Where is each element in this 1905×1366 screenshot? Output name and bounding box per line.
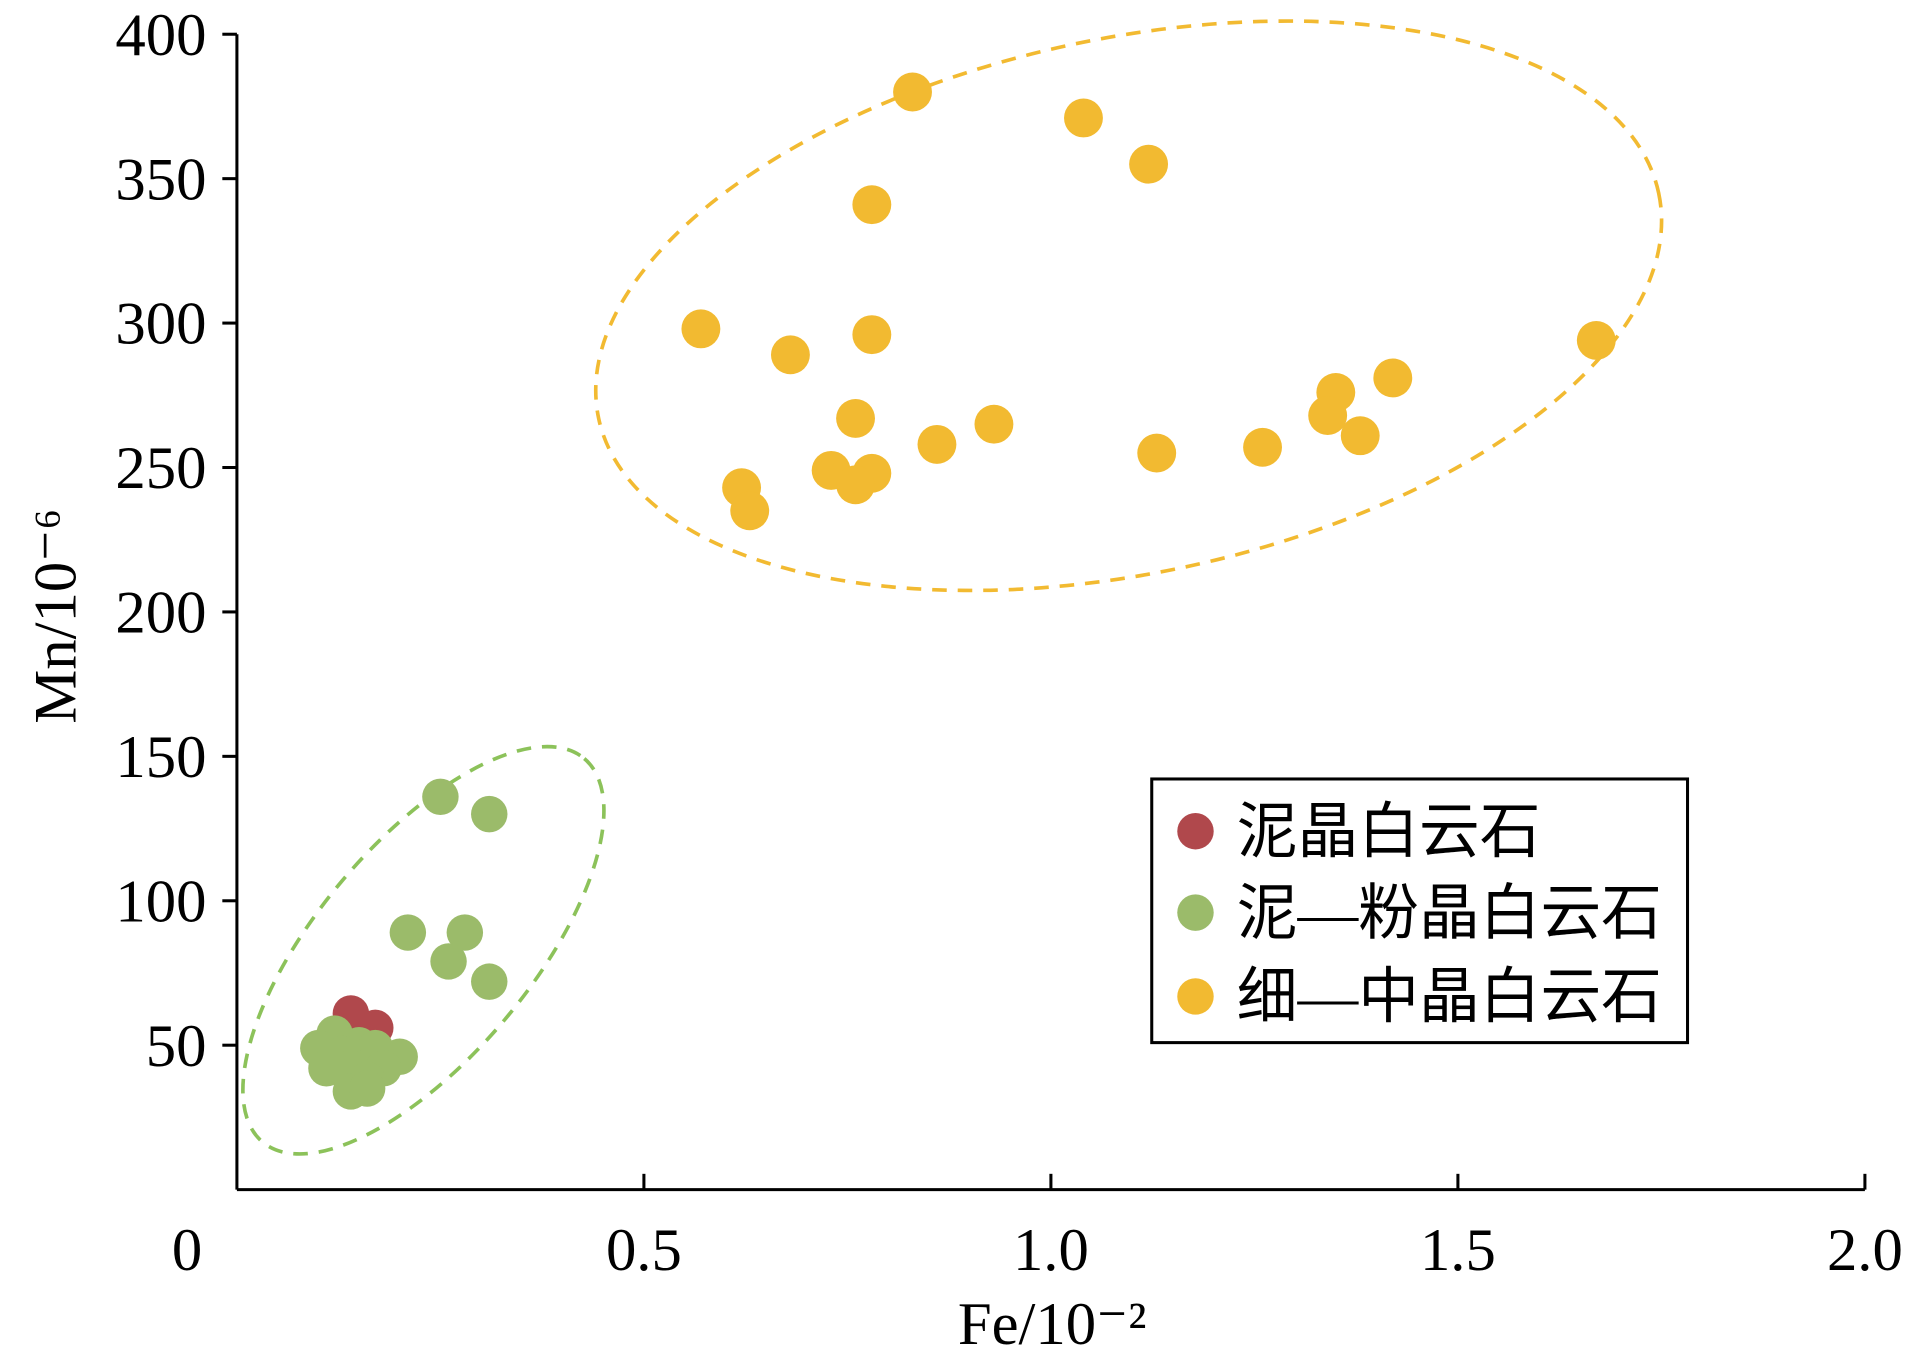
group-outline-micrite-silt-dolomite: [241, 744, 606, 1156]
x-tick-label: 0: [172, 1217, 202, 1284]
scatter-point: [446, 914, 484, 951]
scatter-point: [1576, 320, 1616, 360]
legend-label: 泥晶白云石: [1237, 799, 1541, 866]
y-tick-label: 200: [115, 580, 206, 647]
x-tick-label: 0.5: [606, 1217, 682, 1284]
scatter-point: [836, 465, 875, 505]
axis-ticks: 50 100 150 200 250 300 350 400 0 0.5 1.0 1.5 2.0: [115, 2, 1902, 1284]
scatter-point: [852, 315, 892, 355]
group-outline-fine-medium-dolomite: [593, 19, 1664, 593]
y-tick-label: 250: [115, 435, 206, 502]
x-tick-label: 1.5: [1420, 1217, 1496, 1284]
plot-area: [300, 72, 1616, 1110]
scatter-point: [389, 914, 427, 951]
scatter-point: [681, 309, 721, 349]
scatter-point: [348, 1070, 386, 1107]
legend-marker: [1177, 812, 1214, 850]
x-axis-title: Fe/10⁻²: [958, 1291, 1147, 1358]
scatter-point: [836, 398, 875, 438]
scatter-point: [1129, 144, 1169, 184]
scatter-point: [471, 963, 508, 1000]
x-tick-label: 2.0: [1827, 1217, 1903, 1284]
scatter-point: [471, 795, 508, 833]
y-tick-label: 50: [146, 1013, 207, 1080]
y-axis-title: Mn/10⁻⁶: [22, 509, 89, 724]
legend-label: 泥—粉晶白云石: [1237, 880, 1662, 947]
legend: 泥晶白云石 泥—粉晶白云石 细—中晶白云石: [1150, 777, 1690, 1045]
scatter-point: [430, 943, 467, 980]
scatter-point: [917, 424, 957, 464]
scatter-point: [1243, 427, 1282, 467]
y-tick-label: 150: [115, 724, 206, 791]
x-tick-label: 1.0: [1013, 1217, 1089, 1284]
y-tick-label: 100: [115, 868, 206, 935]
y-tick-label: 350: [115, 146, 206, 213]
scatter-point: [852, 185, 892, 225]
scatter-point: [422, 778, 459, 816]
scatter-point: [1340, 416, 1380, 456]
scatter-point: [770, 335, 810, 375]
y-tick-label: 400: [115, 2, 206, 69]
scatter-point: [1373, 358, 1413, 398]
scatter-point: [1064, 98, 1103, 138]
scatter-point: [893, 72, 932, 112]
scatter-point: [1308, 396, 1348, 435]
legend-box: [1150, 777, 1690, 1045]
legend-label: 细—中晶白云石: [1237, 964, 1662, 1031]
scatter-point: [974, 404, 1014, 444]
legend-marker: [1177, 894, 1214, 931]
y-tick-label: 300: [115, 291, 206, 358]
scatter-point: [1137, 433, 1177, 473]
scatter-point: [730, 491, 770, 531]
legend-marker: [1177, 978, 1214, 1015]
